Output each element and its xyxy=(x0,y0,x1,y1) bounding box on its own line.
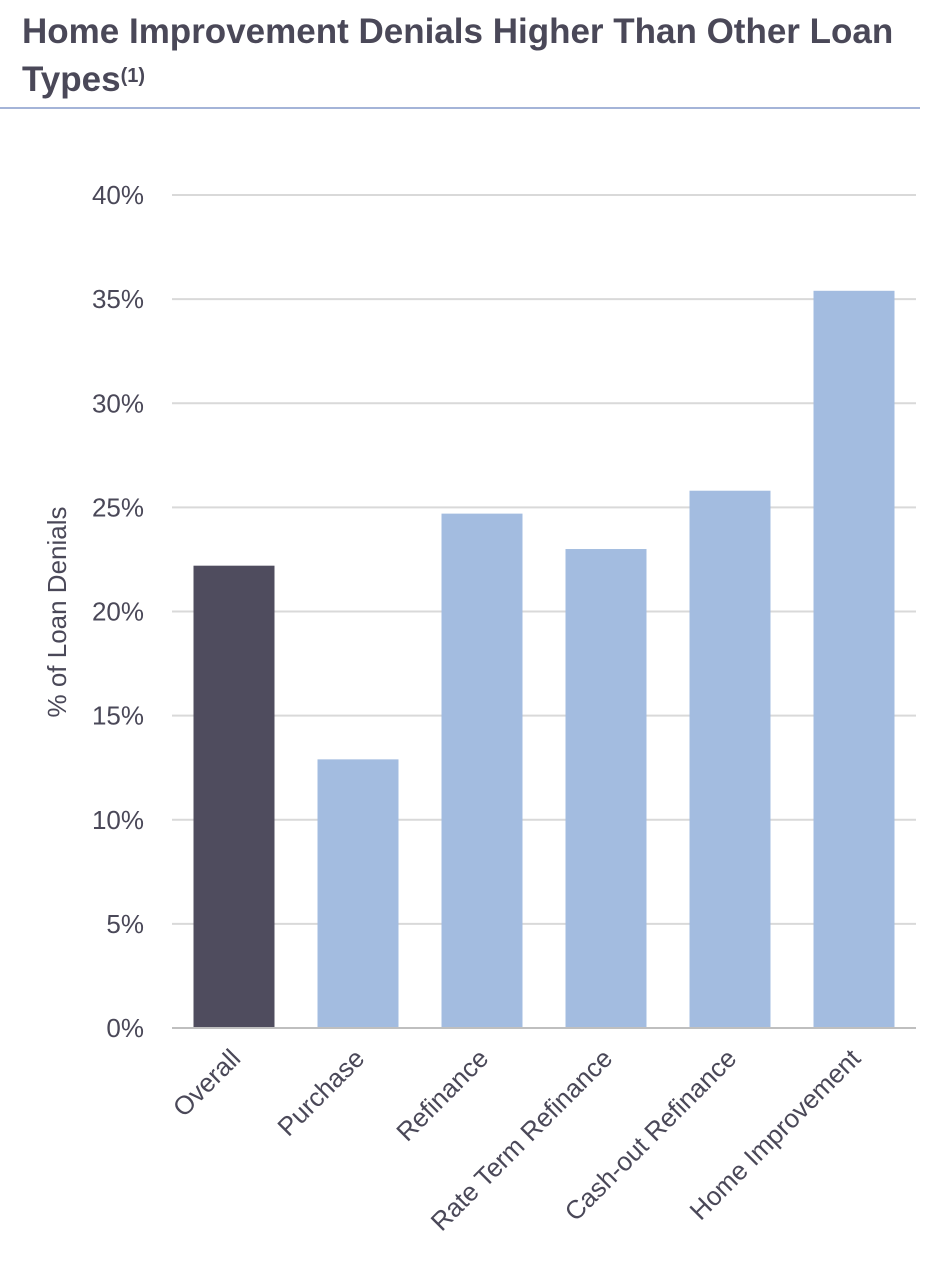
bar xyxy=(689,490,771,1029)
y-axis-ticks: 0% 5% 10% 15% 20% 25% 30% 35% 40% xyxy=(92,180,144,1043)
y-tick-label: 40% xyxy=(92,180,144,210)
bars xyxy=(193,290,895,1029)
y-tick-label: 15% xyxy=(92,701,144,731)
y-axis-label: % of Loan Denials xyxy=(42,506,72,717)
title-footnote: (1) xyxy=(120,65,146,87)
x-tick-label: Refinance xyxy=(390,1043,494,1147)
bar xyxy=(193,565,275,1028)
y-tick-label: 10% xyxy=(92,805,144,835)
y-tick-label: 20% xyxy=(92,597,144,627)
y-tick-label: 5% xyxy=(106,909,144,939)
y-tick-label: 25% xyxy=(92,492,144,522)
y-tick-label: 0% xyxy=(106,1013,144,1043)
x-tick-label: Overall xyxy=(167,1043,246,1122)
bar xyxy=(813,290,895,1028)
chart-title-text: Home Improvement Denials Higher Than Oth… xyxy=(22,12,894,99)
gridlines xyxy=(172,194,916,925)
y-tick-label: 35% xyxy=(92,284,144,314)
y-tick-label: 30% xyxy=(92,388,144,418)
chart-title: Home Improvement Denials Higher Than Oth… xyxy=(22,8,922,104)
bar xyxy=(317,759,399,1028)
title-underline xyxy=(0,107,920,109)
bar xyxy=(441,513,523,1028)
x-tick-label: Purchase xyxy=(271,1043,370,1142)
bar xyxy=(565,549,647,1028)
